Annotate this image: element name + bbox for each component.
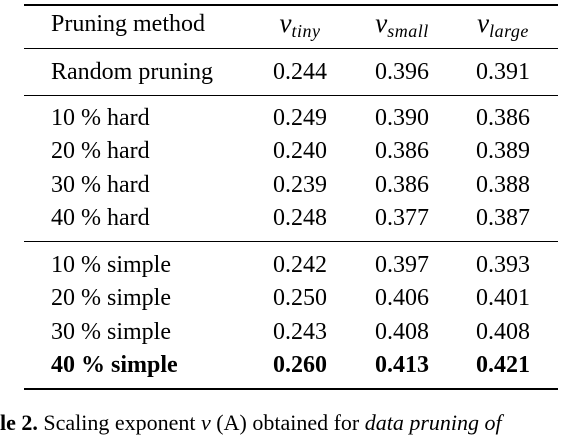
- table-top-rule: [24, 4, 558, 6]
- header-nu-small: νsmall: [375, 8, 429, 41]
- table-cell: 0.242: [273, 252, 327, 278]
- row-random-pruning-label: Random pruning: [51, 59, 213, 85]
- table-cell: 0.240: [273, 138, 327, 164]
- table-cell-best: 0.260: [273, 352, 327, 378]
- group-rule-2: [24, 241, 558, 242]
- table-cell: 0.239: [273, 172, 327, 198]
- table-cell: 0.387: [476, 205, 530, 231]
- table-cell-best: 0.413: [375, 352, 429, 378]
- caption-text-3: data pruning of: [364, 410, 502, 435]
- table-cell-best: 0.421: [476, 352, 530, 378]
- table-cell: 0.386: [476, 105, 530, 131]
- caption-lead: le 2.: [0, 410, 38, 435]
- table-row-label: 30 % simple: [51, 319, 171, 345]
- table-cell: 0.406: [375, 285, 429, 311]
- table-row-label-best: 40 % simple: [51, 352, 178, 378]
- table-cell: 0.250: [273, 285, 327, 311]
- table-row-label: 20 % hard: [51, 138, 150, 164]
- table-cell: 0.386: [375, 172, 429, 198]
- table-cell: 0.397: [375, 252, 429, 278]
- table-cell: 0.408: [375, 319, 429, 345]
- caption-text-1: Scaling exponent: [37, 410, 202, 435]
- table-cell: 0.249: [273, 105, 327, 131]
- table-bottom-rule: [24, 388, 558, 390]
- table-cell: 0.393: [476, 252, 530, 278]
- table-cell: 0.401: [476, 285, 530, 311]
- group-rule-1: [24, 95, 558, 96]
- header-nu-tiny: νtiny: [279, 8, 321, 41]
- caption-text-2: (A) obtained for: [210, 410, 365, 435]
- table-cell: 0.389: [476, 138, 530, 164]
- row-random-pruning-small: 0.396: [375, 59, 429, 85]
- table-cell: 0.390: [375, 105, 429, 131]
- table-cell: 0.243: [273, 319, 327, 345]
- table-row-label: 30 % hard: [51, 172, 150, 198]
- row-random-pruning-large: 0.391: [476, 59, 530, 85]
- table-row-label: 20 % simple: [51, 285, 171, 311]
- header-nu-large: νlarge: [477, 8, 529, 41]
- table-cell: 0.386: [375, 138, 429, 164]
- table-row-label: 10 % hard: [51, 105, 150, 131]
- table-row-label: 10 % simple: [51, 252, 171, 278]
- table-cell: 0.408: [476, 319, 530, 345]
- row-random-pruning-tiny: 0.244: [273, 59, 327, 85]
- table-caption: le 2. Scaling exponent ν (A) obtained fo…: [0, 410, 586, 436]
- table-cell: 0.388: [476, 172, 530, 198]
- table-cell: 0.248: [273, 205, 327, 231]
- table-cell: 0.377: [375, 205, 429, 231]
- header-rule: [24, 48, 558, 49]
- caption-nu-symbol: ν: [201, 410, 211, 435]
- header-pruning-method: Pruning method: [51, 11, 205, 37]
- table-row-label: 40 % hard: [51, 205, 150, 231]
